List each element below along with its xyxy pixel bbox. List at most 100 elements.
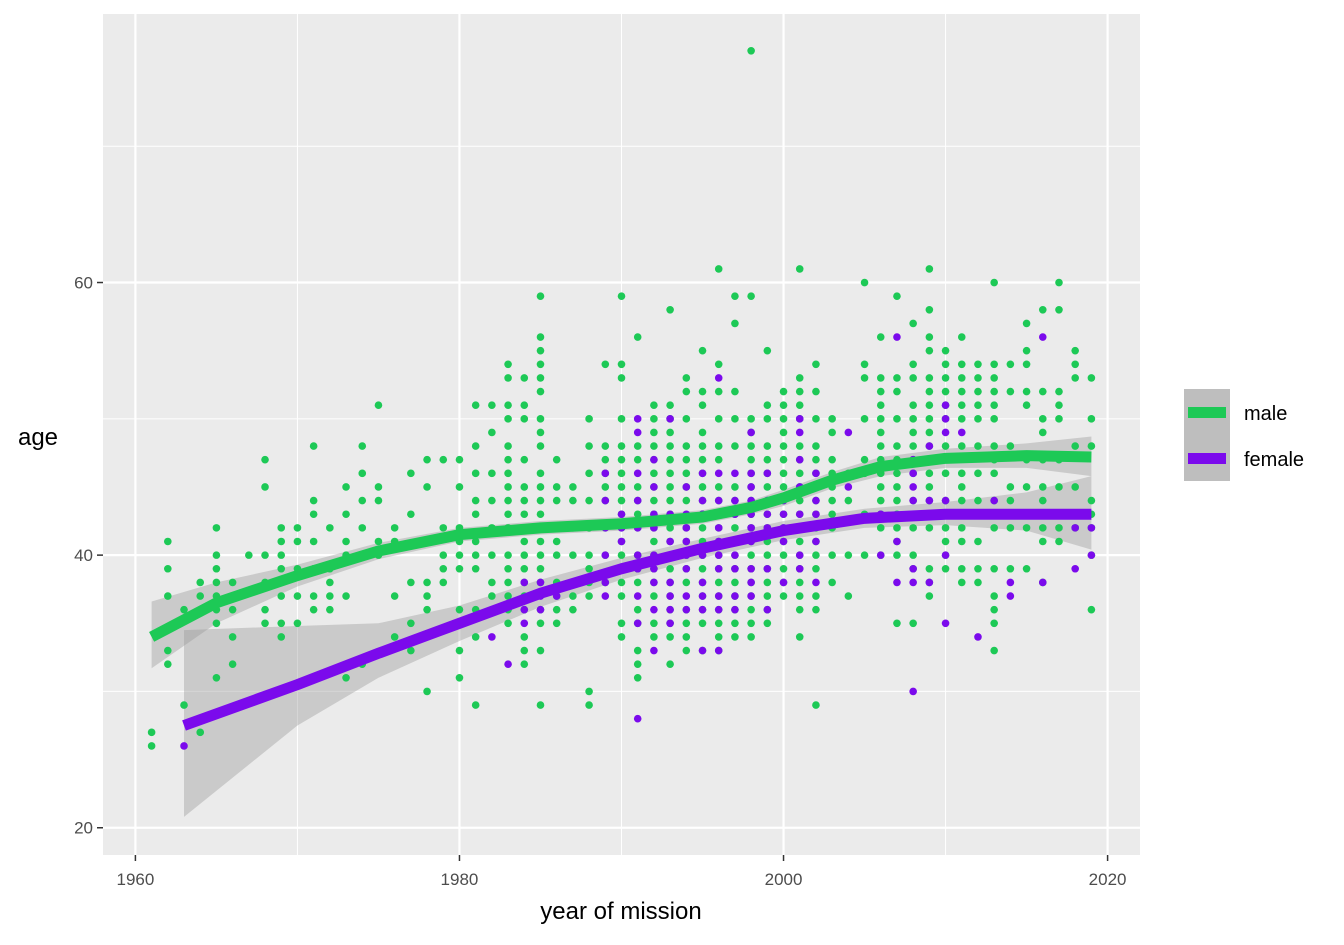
male-point [812, 442, 820, 450]
male-point [536, 292, 545, 300]
male-point [893, 415, 901, 423]
male-point [326, 578, 334, 587]
male-point [228, 578, 237, 587]
male-point [1038, 428, 1047, 437]
female-point [893, 578, 901, 587]
female-point [601, 496, 610, 505]
male-point [633, 674, 642, 682]
male-point [1087, 496, 1096, 505]
male-point [390, 633, 399, 641]
female-point [731, 592, 739, 600]
male-point [1087, 374, 1096, 382]
male-point [682, 387, 691, 396]
female-point [714, 469, 723, 478]
male-point [731, 415, 739, 423]
male-point [601, 483, 610, 491]
male-point [893, 619, 901, 628]
male-point [666, 469, 674, 478]
male-point [1071, 374, 1079, 382]
male-point [180, 701, 188, 709]
male-point [407, 646, 415, 655]
male-point [941, 524, 950, 532]
male-point [909, 524, 917, 532]
male-point [844, 496, 853, 505]
female-point [650, 646, 658, 655]
male-point [374, 401, 383, 409]
female-point [763, 564, 772, 573]
male-point [876, 415, 885, 423]
female-point [941, 619, 950, 628]
female-point [731, 564, 739, 573]
male-point [1022, 360, 1031, 369]
male-point [455, 605, 464, 614]
male-point [812, 605, 820, 614]
male-point [374, 537, 383, 546]
male-point [795, 633, 804, 641]
female-point [909, 469, 917, 478]
male-point [552, 537, 561, 546]
male-point [812, 564, 820, 573]
female-point [536, 578, 545, 587]
female-point [812, 496, 820, 505]
male-point [471, 633, 480, 641]
male-point [520, 660, 529, 668]
male-point [795, 265, 804, 273]
male-point [601, 360, 610, 369]
male-point [893, 551, 901, 559]
male-point [293, 592, 302, 600]
male-point [812, 387, 820, 396]
male-point [666, 496, 674, 505]
male-point [828, 578, 836, 587]
male-point [698, 428, 707, 437]
male-point [925, 524, 934, 532]
male-point [682, 633, 691, 641]
male-point [504, 578, 512, 587]
male-point [228, 605, 237, 614]
male-point [309, 496, 318, 505]
x-axis-label: year of mission [540, 898, 701, 925]
male-point [779, 415, 788, 423]
male-point [1006, 496, 1015, 505]
male-point [795, 578, 804, 587]
male-point [893, 374, 901, 382]
male-point [974, 401, 982, 409]
male-point [925, 415, 934, 423]
female-point [893, 537, 901, 546]
male-point [488, 428, 496, 437]
male-point [941, 469, 950, 478]
male-point [504, 442, 512, 450]
x-tick-label: 1980 [441, 870, 479, 889]
male-point [925, 469, 934, 478]
male-point [504, 496, 512, 505]
male-point [633, 510, 642, 519]
female-point [682, 605, 691, 614]
legend-label-male: male [1244, 403, 1287, 425]
female-point [682, 524, 691, 532]
female-point [666, 537, 674, 546]
male-point [650, 428, 658, 437]
male-point [1038, 483, 1047, 491]
male-point [876, 428, 885, 437]
male-point [828, 496, 836, 505]
male-point [957, 415, 966, 423]
female-point [650, 483, 658, 491]
male-point [763, 346, 772, 355]
male-point [326, 592, 334, 600]
female-point [941, 401, 950, 409]
female-point [650, 605, 658, 614]
male-point [682, 415, 691, 423]
female-point [714, 524, 723, 532]
male-point [536, 469, 545, 478]
male-point [471, 496, 480, 505]
male-point [536, 415, 545, 423]
male-point [957, 374, 966, 382]
male-point [650, 401, 658, 409]
female-point [779, 510, 788, 519]
male-point [650, 496, 658, 505]
male-point [342, 537, 350, 546]
male-point [828, 428, 836, 437]
female-point [698, 578, 707, 587]
male-point [633, 578, 642, 587]
male-point [245, 551, 253, 559]
male-point [520, 510, 529, 519]
